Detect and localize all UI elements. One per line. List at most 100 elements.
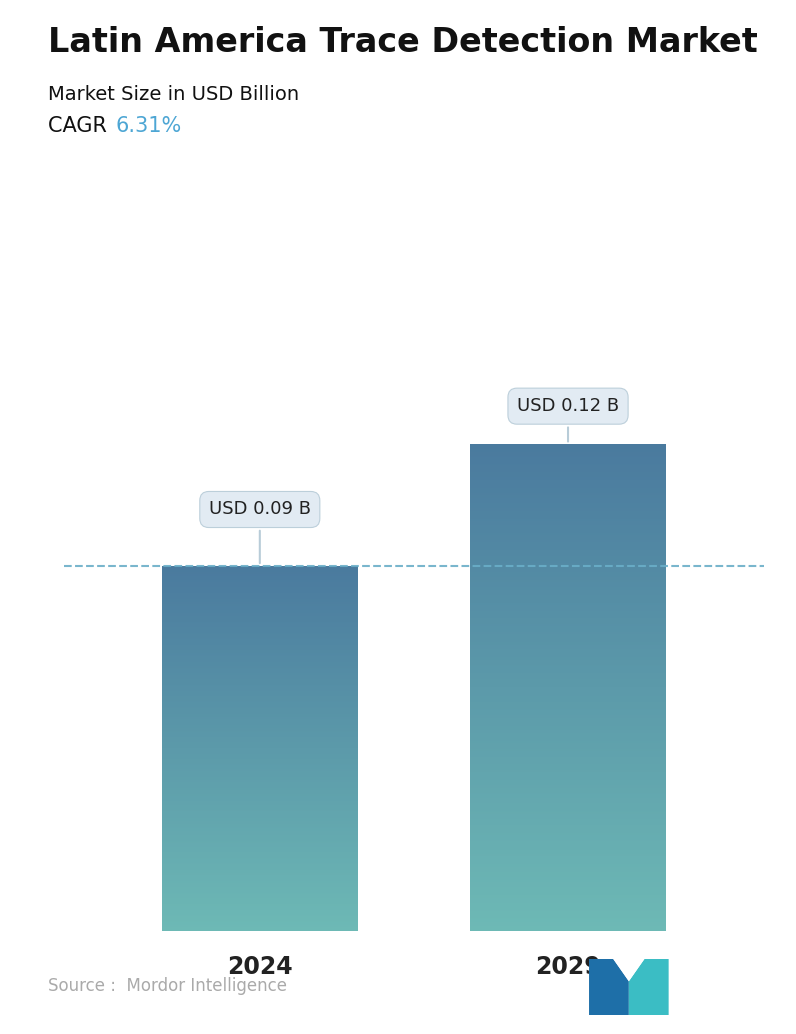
Text: USD 0.12 B: USD 0.12 B	[517, 397, 619, 442]
Bar	[162, 839, 358, 840]
Bar	[470, 827, 666, 828]
Text: Market Size in USD Billion: Market Size in USD Billion	[48, 85, 298, 103]
Bar	[470, 519, 666, 520]
Bar	[162, 918, 358, 919]
Bar	[470, 799, 666, 801]
Bar	[162, 750, 358, 751]
Bar	[162, 617, 358, 618]
Bar	[470, 534, 666, 536]
Bar	[162, 787, 358, 788]
Bar	[162, 578, 358, 579]
Bar	[470, 885, 666, 887]
Bar	[162, 792, 358, 793]
Bar	[470, 546, 666, 548]
Bar	[162, 821, 358, 822]
Bar	[162, 906, 358, 908]
Bar	[162, 680, 358, 681]
Bar	[162, 757, 358, 758]
Bar	[470, 722, 666, 723]
Bar	[470, 913, 666, 914]
Bar	[470, 725, 666, 726]
Bar	[162, 709, 358, 710]
Bar	[470, 767, 666, 768]
Bar	[470, 488, 666, 490]
Bar	[162, 703, 358, 704]
Bar	[162, 777, 358, 778]
Bar	[470, 726, 666, 728]
Bar	[162, 694, 358, 695]
Bar	[162, 876, 358, 877]
Bar	[162, 695, 358, 696]
Bar	[162, 755, 358, 756]
Bar	[162, 657, 358, 659]
Bar	[470, 540, 666, 542]
Bar	[470, 927, 666, 929]
Bar	[470, 674, 666, 676]
Bar	[162, 683, 358, 686]
Bar	[162, 870, 358, 871]
Bar	[470, 760, 666, 762]
Bar	[470, 631, 666, 633]
Bar	[470, 776, 666, 777]
Bar	[470, 785, 666, 786]
Bar	[162, 902, 358, 903]
Bar	[162, 660, 358, 661]
Bar	[162, 868, 358, 869]
Bar	[162, 653, 358, 655]
Bar	[162, 877, 358, 878]
Bar	[470, 802, 666, 804]
Bar	[470, 562, 666, 565]
Bar	[162, 667, 358, 668]
Bar	[470, 890, 666, 891]
Bar	[470, 548, 666, 550]
Bar	[162, 925, 358, 926]
Bar	[162, 801, 358, 803]
Bar	[470, 770, 666, 771]
Bar	[470, 561, 666, 562]
Bar	[470, 731, 666, 733]
Bar	[470, 916, 666, 917]
Bar	[162, 809, 358, 811]
Bar	[470, 520, 666, 522]
Bar	[162, 808, 358, 809]
Bar	[162, 863, 358, 865]
Bar	[162, 785, 358, 786]
Bar	[162, 752, 358, 753]
Bar	[162, 673, 358, 674]
Bar	[470, 846, 666, 848]
Bar	[470, 537, 666, 539]
Bar	[470, 524, 666, 525]
Bar	[470, 590, 666, 591]
Bar	[470, 600, 666, 602]
Bar	[162, 883, 358, 884]
Bar	[470, 688, 666, 689]
Bar	[162, 917, 358, 918]
Bar	[470, 528, 666, 530]
Bar	[162, 756, 358, 757]
Bar	[162, 636, 358, 638]
Bar	[162, 670, 358, 672]
Bar	[470, 499, 666, 501]
Bar	[162, 633, 358, 634]
Bar	[470, 571, 666, 573]
Bar	[470, 903, 666, 905]
Bar	[470, 756, 666, 757]
Bar	[162, 614, 358, 616]
Bar	[162, 841, 358, 842]
Bar	[162, 730, 358, 731]
Bar	[470, 822, 666, 824]
Bar	[162, 707, 358, 708]
Bar	[162, 915, 358, 916]
Bar	[162, 829, 358, 831]
Bar	[470, 613, 666, 614]
Bar	[470, 591, 666, 594]
Bar	[162, 642, 358, 644]
Bar	[470, 744, 666, 746]
Bar	[162, 575, 358, 576]
Bar	[162, 909, 358, 910]
Bar	[470, 650, 666, 651]
Bar	[470, 780, 666, 782]
Bar	[470, 611, 666, 613]
Polygon shape	[613, 959, 645, 981]
Bar	[470, 454, 666, 456]
